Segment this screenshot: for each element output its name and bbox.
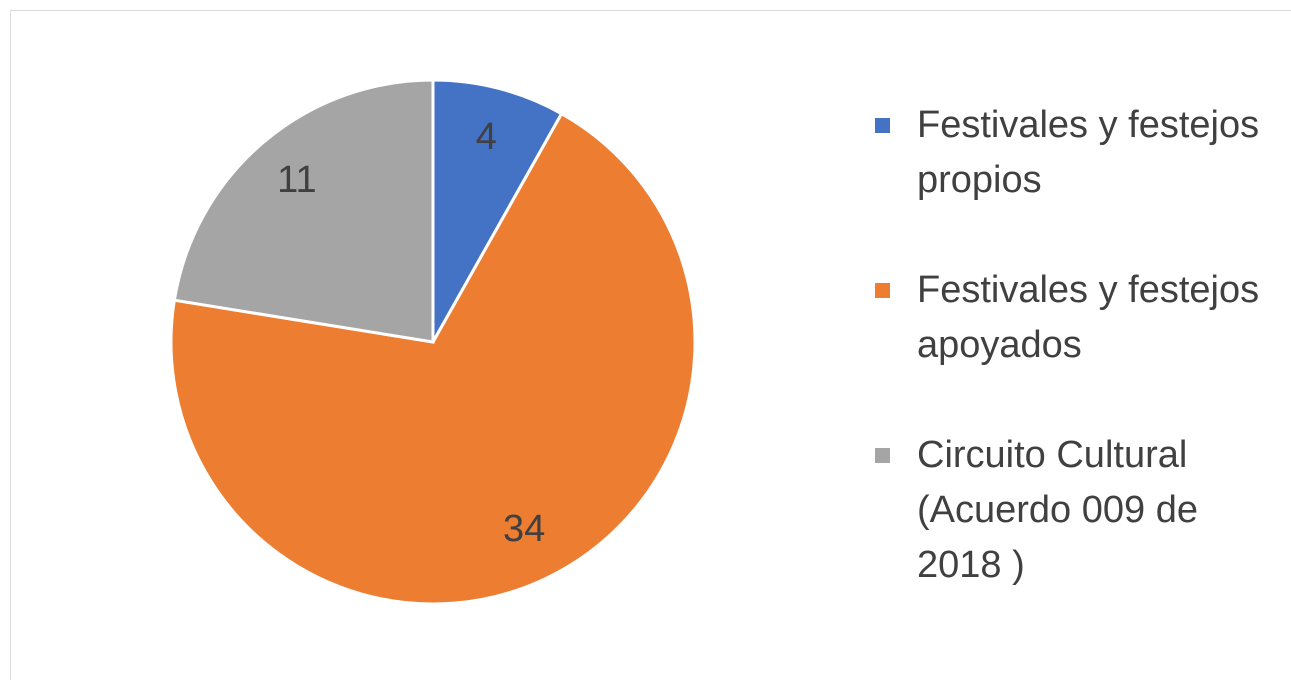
data-label: 4 xyxy=(476,116,497,158)
legend-swatch xyxy=(875,283,890,298)
pie-slice xyxy=(172,78,435,344)
legend-label: Festivales y festejos propios xyxy=(917,104,1260,201)
data-label: 11 xyxy=(277,159,316,201)
pie-slice xyxy=(431,78,564,348)
legend-item: Festivales y festejos propios xyxy=(875,98,1265,208)
legend-item: Festivales y festejos apoyados xyxy=(875,263,1265,373)
legend-swatch xyxy=(875,118,890,133)
pie-slice xyxy=(169,111,697,606)
chart-frame xyxy=(10,10,1291,680)
legend-item: Circuito Cultural (Acuerdo 009 de 2018 ) xyxy=(875,428,1265,593)
data-label: 34 xyxy=(503,508,545,550)
legend-label: Festivales y festejos apoyados xyxy=(917,269,1260,366)
legend-swatch xyxy=(875,448,890,463)
legend-label: Circuito Cultural (Acuerdo 009 de 2018 ) xyxy=(917,434,1198,586)
